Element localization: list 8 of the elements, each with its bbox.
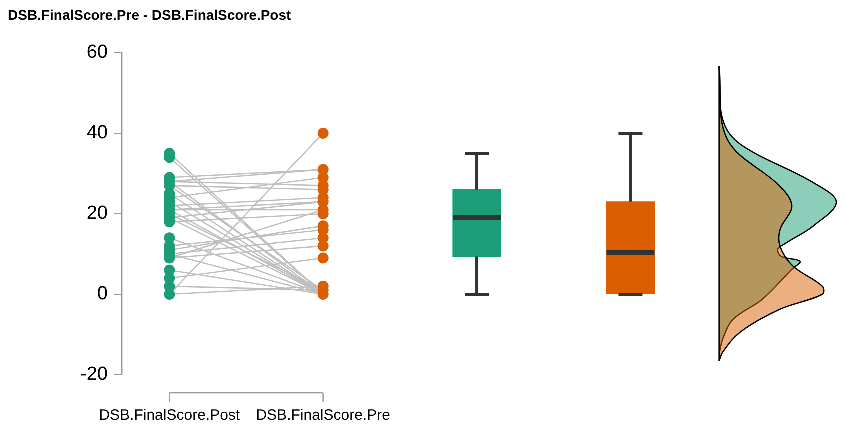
y-tick-label: 0 (97, 284, 108, 305)
x-tick-label: DSB.FinalScore.Pre (256, 407, 390, 424)
x-tick-label: DSB.FinalScore.Post (99, 407, 241, 424)
y-tick-label: 20 (86, 203, 108, 224)
y-tick-label: -20 (80, 364, 108, 386)
y-tick-label: 40 (86, 122, 108, 144)
y-tick-label: 60 (86, 42, 108, 64)
chart-title: DSB.FinalScore.Pre - DSB.FinalScore.Post (8, 7, 292, 23)
